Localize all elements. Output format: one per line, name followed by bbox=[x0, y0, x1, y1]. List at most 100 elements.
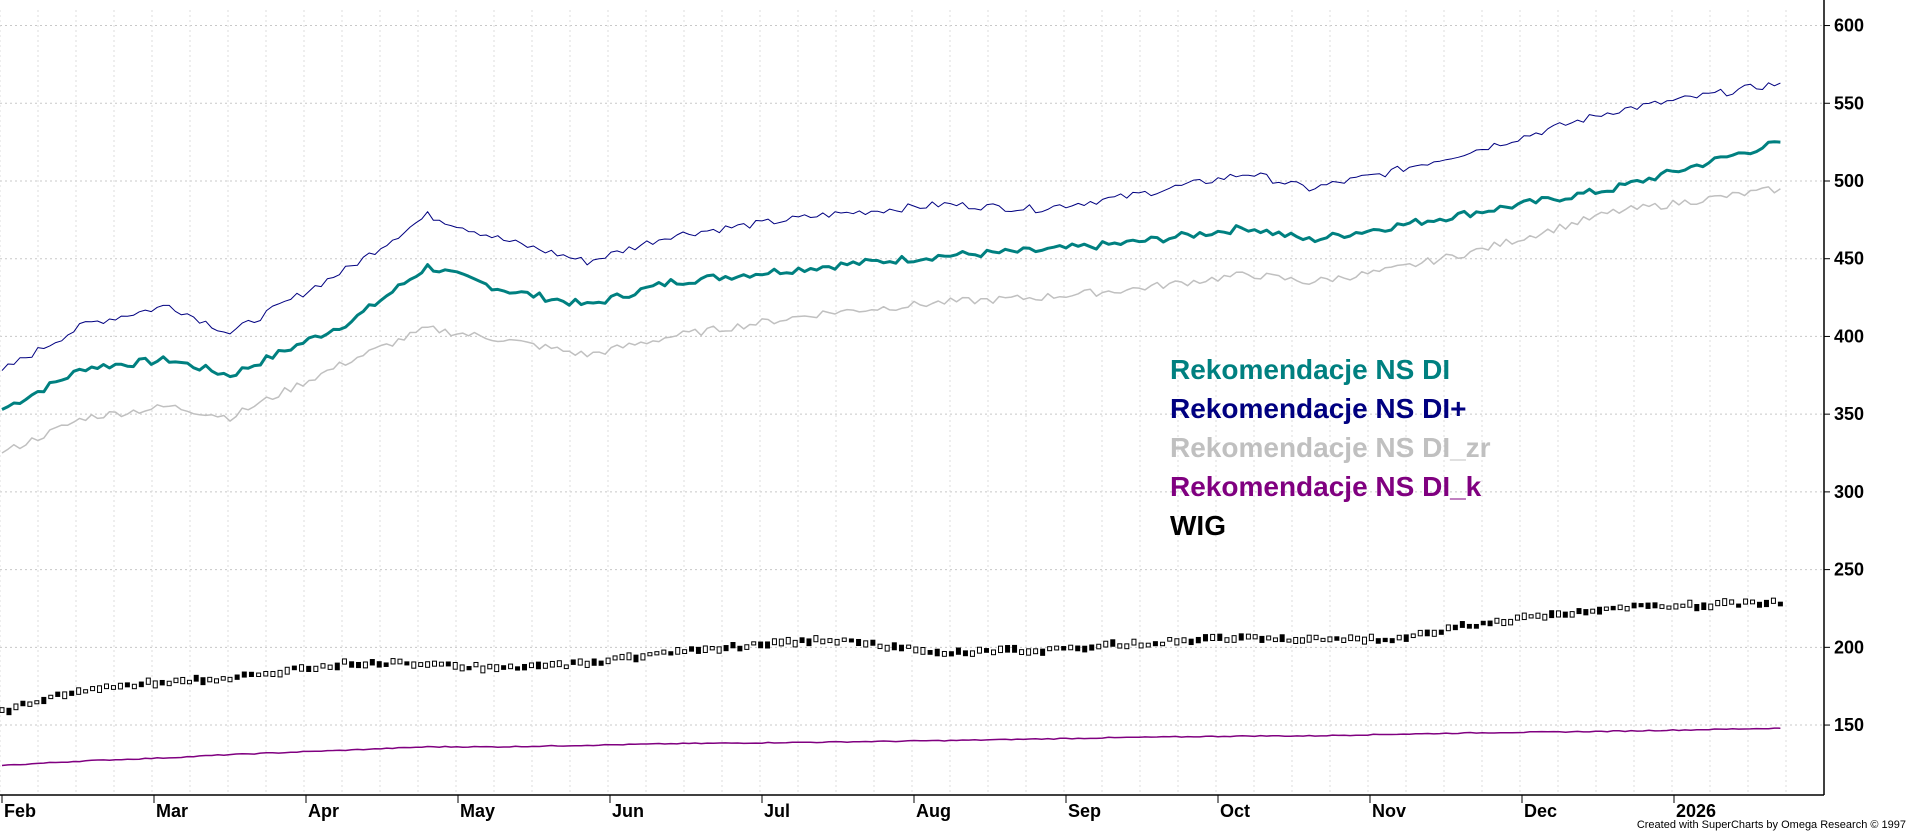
wig-candle bbox=[1012, 644, 1018, 653]
wig-candle bbox=[556, 660, 562, 668]
wig-candle bbox=[173, 677, 179, 684]
wig-candle bbox=[661, 649, 667, 655]
wig-candle bbox=[998, 645, 1004, 654]
wig-candle bbox=[404, 661, 410, 666]
wig-candle bbox=[1631, 602, 1637, 609]
wig-candle bbox=[1061, 646, 1067, 651]
wig-candle bbox=[898, 644, 904, 652]
wig-candle bbox=[695, 646, 701, 654]
wig-candle bbox=[1569, 611, 1575, 618]
wig-candle bbox=[1202, 634, 1208, 642]
wig-candle bbox=[1417, 629, 1423, 637]
wig-candle bbox=[1722, 598, 1728, 607]
wig-candle bbox=[418, 662, 424, 667]
wig-candle bbox=[1459, 621, 1465, 628]
wig-candle bbox=[799, 637, 805, 644]
wig-candle bbox=[1736, 603, 1742, 608]
wig-candle bbox=[612, 655, 618, 661]
wig-candle bbox=[1424, 629, 1430, 637]
wig-candle bbox=[522, 663, 527, 671]
credit-text: Created with SuperCharts by Omega Resear… bbox=[1636, 819, 1906, 831]
wig-candle bbox=[891, 642, 897, 651]
wig-candle bbox=[241, 671, 247, 678]
wig-candle bbox=[1368, 633, 1374, 642]
wig-candle bbox=[425, 661, 431, 668]
wig-candle bbox=[633, 654, 639, 663]
wig-candle bbox=[1320, 637, 1326, 642]
wig-candle bbox=[813, 635, 819, 643]
wig-candle bbox=[1770, 597, 1776, 604]
wig-candle bbox=[362, 661, 368, 669]
wig-candle bbox=[962, 650, 968, 657]
wig-candle bbox=[1259, 635, 1265, 643]
wig-candle bbox=[920, 647, 926, 655]
x-tick-label: Aug bbox=[916, 801, 951, 821]
wig-candle bbox=[1152, 641, 1158, 647]
wig-candle bbox=[785, 636, 791, 645]
wig-candle bbox=[1082, 645, 1088, 653]
y-axis: 150 200 250 300 350 400 450 500 550 600 bbox=[1823, 0, 1864, 795]
legend-item-di: Rekomendacje NS DI bbox=[1170, 354, 1451, 385]
wig-candle bbox=[948, 651, 954, 657]
wig-candle bbox=[166, 680, 172, 687]
wig-candle bbox=[213, 678, 219, 684]
legend-item-di-zr: Rekomendacje NS DI_zr bbox=[1170, 432, 1491, 463]
wig-candle bbox=[313, 665, 319, 672]
wig-candle bbox=[1286, 638, 1292, 643]
wig-candle bbox=[383, 662, 389, 667]
x-tick-label: Nov bbox=[1372, 801, 1406, 821]
wig-candle bbox=[1438, 629, 1444, 635]
wig-candle bbox=[870, 639, 876, 646]
wig-candle bbox=[856, 638, 862, 647]
y-tick-label: 300 bbox=[1834, 482, 1864, 502]
wig-candle bbox=[1680, 603, 1686, 608]
wig-candle bbox=[62, 691, 68, 700]
wig-candle bbox=[83, 689, 89, 694]
wig-candle bbox=[1542, 613, 1548, 621]
wig-candle bbox=[1266, 635, 1272, 641]
y-tick-label: 400 bbox=[1834, 326, 1864, 346]
wig-candle bbox=[549, 660, 555, 668]
wig-candle bbox=[682, 649, 688, 655]
wig-candle bbox=[1279, 634, 1285, 643]
wig-candle bbox=[445, 661, 451, 667]
wig-candle bbox=[1708, 603, 1714, 611]
wig-candle bbox=[397, 658, 403, 665]
wig-candle bbox=[263, 671, 269, 677]
wig-candle bbox=[1355, 635, 1361, 642]
y-tick-label: 250 bbox=[1834, 560, 1864, 580]
wig-candle bbox=[1124, 643, 1130, 650]
wig-candle bbox=[1659, 604, 1665, 609]
wig-candle bbox=[234, 674, 240, 680]
x-tick-label: Oct bbox=[1220, 801, 1250, 821]
wig-candle bbox=[1327, 636, 1333, 643]
wig-candle bbox=[1019, 649, 1025, 656]
wig-candle bbox=[1521, 612, 1527, 621]
wig-candle bbox=[27, 701, 33, 707]
wig-candle bbox=[152, 680, 158, 689]
wig-candle bbox=[1645, 602, 1651, 609]
wig-candle bbox=[180, 676, 186, 685]
wig-candle bbox=[1508, 618, 1514, 626]
wig-candle bbox=[480, 665, 486, 674]
wig-candle bbox=[1195, 636, 1201, 644]
wig-candle bbox=[941, 650, 947, 657]
wig-candle bbox=[668, 651, 674, 656]
wig-candle bbox=[1131, 638, 1137, 646]
wig-candle bbox=[577, 658, 583, 666]
wig-candle bbox=[535, 661, 541, 670]
wig-candle bbox=[1299, 637, 1305, 644]
wig-candle bbox=[1160, 641, 1166, 647]
wig-candle bbox=[765, 641, 771, 649]
wig-candle bbox=[48, 694, 54, 700]
x-tick-label: Feb bbox=[4, 801, 36, 821]
wig-candle bbox=[1494, 617, 1500, 624]
wig-candle bbox=[1514, 614, 1520, 621]
wig-candle bbox=[1103, 640, 1109, 648]
wig-candle bbox=[277, 669, 283, 678]
wig-candle bbox=[1576, 608, 1582, 615]
wig-candle bbox=[284, 666, 290, 675]
wig-candle bbox=[605, 657, 611, 665]
x-tick-label: Apr bbox=[308, 801, 339, 821]
